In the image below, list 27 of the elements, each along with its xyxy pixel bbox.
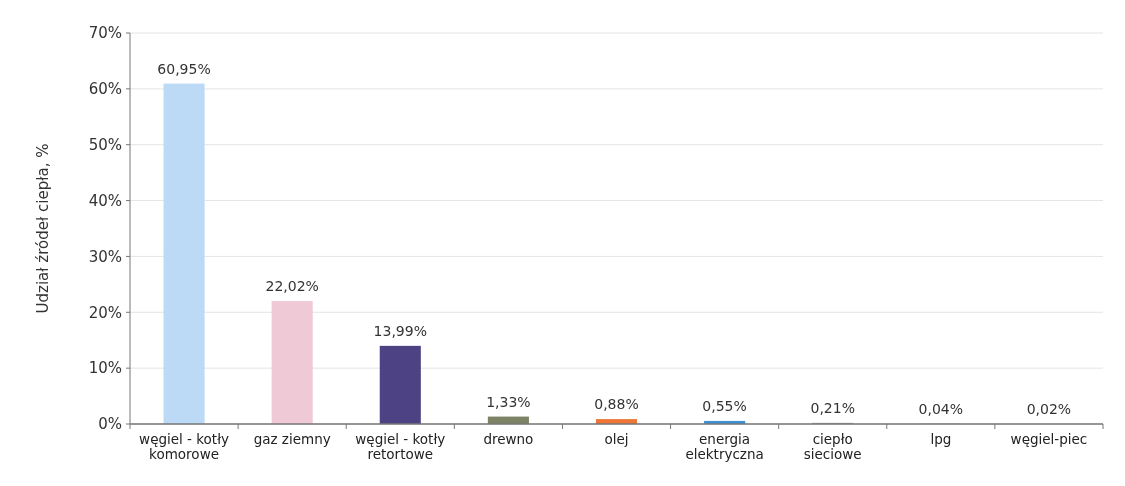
x-tick-label: węgiel-piec [1010,431,1088,447]
y-tick-label: 40% [88,191,122,210]
data-label: 0,04% [918,400,964,417]
y-tick-label: 70% [88,24,122,43]
data-label: 0,55% [702,397,747,414]
x-tick-label: węgiel - kotły komorowe [139,431,230,462]
y-tick-label: 0% [98,415,122,434]
y-axis-title: Udział źródeł ciepła, % [34,143,52,314]
x-tick-label: olej [604,431,629,447]
data-label: 0,02% [1026,400,1072,417]
y-tick-label: 30% [88,247,122,266]
y-tick-label: 60% [88,80,122,99]
data-label: 1,33% [486,393,531,410]
y-tick-label: 20% [88,303,122,322]
x-tick-label: ciepło sieciowe [803,431,862,462]
x-tick-label: węgiel - kotły retortowe [355,431,446,462]
x-tick-label: drewno [483,431,534,447]
data-label: 0,21% [810,399,855,416]
data-label: 13,99% [373,322,427,339]
data-label: 22,02% [265,278,319,294]
x-tick-label: energia elektryczna [685,431,764,462]
y-tick-label: 50% [88,135,122,154]
data-label: 60,95% [157,60,211,77]
x-tick-label: lpg [930,431,952,447]
y-tick-label: 10% [88,359,122,378]
data-label: 0,88% [594,396,639,413]
x-tick-label: gaz ziemny [253,431,331,447]
